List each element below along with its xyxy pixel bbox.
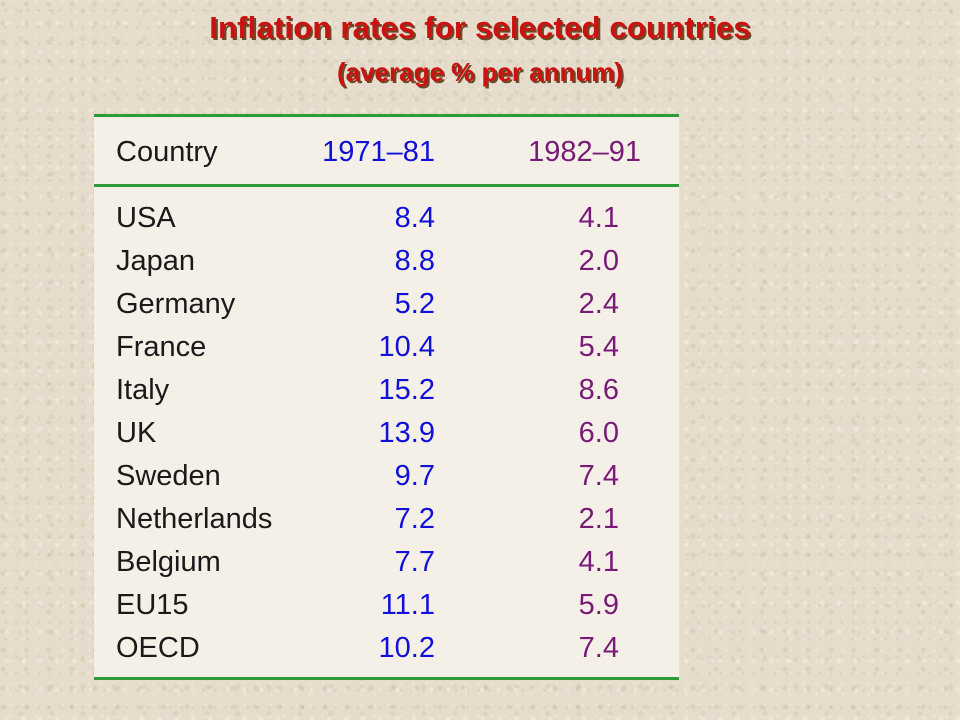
value-1971-81-cell: 8.4 (394, 202, 435, 234)
value-1971-81-cell: 11.1 (380, 589, 435, 621)
value-1971-81-cell: 5.2 (394, 288, 435, 320)
value-1982-91-cell: 2.4 (578, 288, 619, 320)
value-1982-91-cell: 4.1 (578, 546, 619, 578)
value-1971-81-cell: 7.2 (394, 503, 435, 535)
country-cell: Italy (116, 374, 170, 406)
page-title: Inflation rates for selected countries (209, 10, 751, 45)
inflation-table: Country 1971–81 1982–91 USA 8.4 4.1 Japan 8.… (94, 114, 679, 680)
value-1982-91-cell: 6.0 (578, 417, 619, 449)
value-1971-81-cell: 10.2 (378, 632, 435, 664)
country-cell: USA (116, 202, 176, 234)
value-1971-81-cell: 13.9 (378, 417, 435, 449)
value-1982-91-cell: 8.6 (578, 374, 619, 406)
value-1982-91-cell: 5.4 (578, 331, 619, 363)
header-country: Country (116, 136, 218, 168)
country-cell: OECD (116, 632, 200, 664)
country-cell: Sweden (116, 460, 221, 492)
value-1982-91-cell: 2.1 (578, 503, 619, 535)
value-1971-81-cell: 10.4 (378, 331, 435, 363)
value-1982-91-cell: 7.4 (578, 460, 619, 492)
header-1971-81: 1971–81 (322, 136, 435, 168)
country-cell: Belgium (116, 546, 221, 578)
value-1971-81-cell: 15.2 (378, 374, 435, 406)
country-cell: France (116, 331, 207, 363)
value-1982-91-cell: 2.0 (578, 245, 619, 277)
country-cell: Germany (116, 288, 236, 320)
country-cell: UK (116, 417, 157, 449)
value-1971-81-cell: 8.8 (394, 245, 435, 277)
value-1971-81-cell: 9.7 (394, 460, 435, 492)
value-1982-91-cell: 5.9 (578, 589, 619, 621)
value-1982-91-cell: 4.1 (578, 202, 619, 234)
country-cell: EU15 (116, 589, 189, 621)
header-divider (94, 184, 679, 187)
header-1982-91: 1982–91 (528, 136, 641, 168)
country-cell: Japan (116, 245, 196, 277)
country-cell: Netherlands (116, 503, 273, 535)
value-1982-91-cell: 7.4 (578, 632, 619, 664)
page-subtitle: (average % per annum) (336, 57, 624, 87)
value-1971-81-cell: 7.7 (394, 546, 435, 578)
